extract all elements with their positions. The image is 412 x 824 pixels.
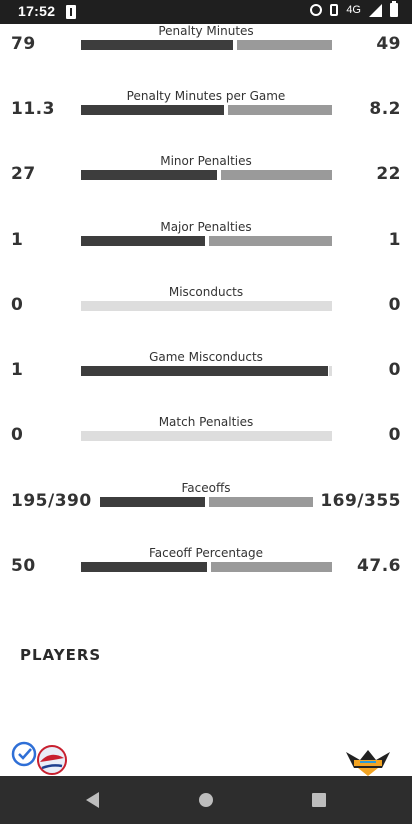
home-value: 11.3: [11, 99, 55, 119]
stat-row: Penalty Minutes 79 49: [0, 24, 412, 64]
stat-label: Minor Penalties: [160, 154, 252, 168]
away-bar-segment: [209, 236, 332, 246]
stat-label: Faceoff Percentage: [148, 546, 264, 560]
status-bar: 17:52 4G: [0, 0, 412, 24]
players-section-title: PLAYERS: [20, 646, 102, 664]
stat-label: Penalty Minutes: [158, 24, 254, 38]
battery-alert-icon: [66, 5, 76, 19]
away-value: 49: [376, 34, 401, 54]
stat-label: Faceoffs: [181, 481, 231, 495]
away-bar-segment: [237, 40, 332, 50]
stat-row: Minor Penalties 27 22: [0, 154, 412, 194]
vibrate-icon: [330, 4, 339, 16]
stat-row: Faceoffs 195/390 169/355: [0, 481, 412, 521]
home-team-logo[interactable]: [8, 738, 70, 776]
android-nav-bar: [0, 776, 412, 824]
comparison-bar: [81, 105, 332, 115]
home-value: 50: [11, 556, 36, 576]
stat-label: Match Penalties: [158, 415, 254, 429]
home-bar-segment: [81, 236, 205, 246]
stat-row: Faceoff Percentage 50 47.6: [0, 546, 412, 586]
stat-row: Game Misconducts 1 0: [0, 350, 412, 390]
comparison-bar: [81, 40, 332, 50]
home-bar-segment: [81, 170, 217, 180]
stat-row: Match Penalties 0 0: [0, 415, 412, 455]
comparison-bar: [81, 366, 332, 376]
battery-icon: [390, 1, 398, 17]
away-bar-segment: [329, 366, 332, 376]
home-value: 79: [11, 34, 36, 54]
away-bar-segment: [221, 170, 332, 180]
home-value: 0: [11, 295, 24, 315]
away-bar-segment: [211, 562, 332, 572]
stat-label: Misconducts: [168, 285, 244, 299]
stat-label: Penalty Minutes per Game: [126, 89, 286, 103]
home-value: 1: [11, 230, 24, 250]
stat-row: Penalty Minutes per Game 11.3 8.2: [0, 89, 412, 129]
home-icon[interactable]: [199, 793, 213, 807]
stat-label: Game Misconducts: [149, 350, 263, 364]
stat-row: Misconducts 0 0: [0, 285, 412, 325]
away-value: 8.2: [369, 99, 401, 119]
stat-label: Major Penalties: [160, 220, 252, 234]
home-value: 1: [11, 360, 24, 380]
away-value: 1: [388, 230, 401, 250]
comparison-bar: [81, 562, 332, 572]
away-value: 169/355: [320, 491, 401, 511]
recent-apps-icon[interactable]: [312, 793, 326, 807]
away-value: 47.6: [357, 556, 401, 576]
status-time: 17:52: [18, 3, 56, 19]
network-type: 4G: [346, 4, 361, 16]
home-bar-segment: [81, 105, 224, 115]
alarm-icon: [310, 4, 323, 16]
home-value: 195/390: [11, 491, 92, 511]
away-bar-segment: [228, 105, 332, 115]
home-bar-segment: [100, 497, 205, 507]
home-bar-segment: [81, 366, 328, 376]
away-value: 0: [388, 360, 401, 380]
comparison-bar: [81, 431, 332, 441]
comparison-bar: [81, 301, 332, 311]
stat-row: Major Penalties 1 1: [0, 220, 412, 260]
comparison-bar: [81, 170, 332, 180]
home-bar-segment: [81, 562, 207, 572]
away-bar-segment: [209, 497, 313, 507]
home-value: 0: [11, 425, 24, 445]
comparison-bar: [100, 497, 313, 507]
away-value: 22: [376, 164, 401, 184]
home-value: 27: [11, 164, 36, 184]
back-icon[interactable]: [86, 792, 99, 808]
comparison-bar: [81, 236, 332, 246]
away-value: 0: [388, 295, 401, 315]
away-value: 0: [388, 425, 401, 445]
away-team-logo[interactable]: [344, 748, 392, 776]
signal-icon: [369, 3, 382, 17]
home-bar-segment: [81, 40, 233, 50]
